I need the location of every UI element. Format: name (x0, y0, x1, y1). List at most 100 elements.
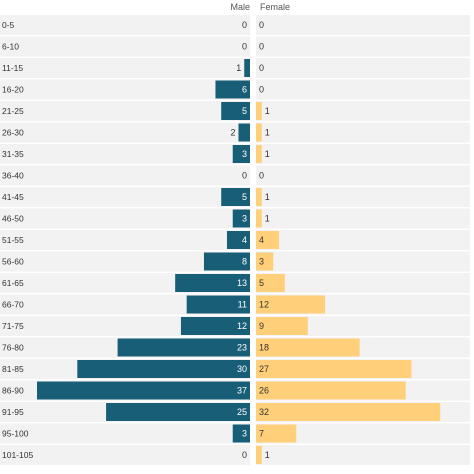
row-background-male-0-5 (0, 15, 250, 35)
male-bar-46-50 (232, 209, 250, 228)
female-bar-66-70 (256, 295, 326, 314)
female-value-label: 32 (259, 407, 269, 417)
female-value-label: 12 (259, 300, 269, 310)
row-background-male-56-60 (0, 251, 250, 272)
row-background-female-11-15 (256, 58, 470, 78)
category-label: 76-80 (2, 343, 24, 353)
row-background-female-71-75 (256, 316, 470, 336)
row-background-female-46-50 (256, 208, 470, 229)
male-value-label: 0 (242, 42, 247, 52)
row-background-male-51-55 (0, 230, 250, 250)
male-bar-51-55 (226, 231, 250, 249)
female-bar-51-55 (256, 231, 280, 249)
male-bar-95-100 (232, 424, 250, 443)
category-label: 36-40 (2, 171, 24, 181)
female-bar-41-45 (256, 188, 262, 206)
category-label: 31-35 (2, 149, 24, 159)
male-value-label: 25 (237, 407, 247, 417)
male-value-label: 0 (242, 450, 247, 460)
row-background-male-11-15 (0, 58, 250, 78)
row-background-female-26-30 (256, 122, 470, 143)
female-bar-81-85 (256, 360, 412, 378)
row-background-female-41-45 (256, 187, 470, 207)
female-value-label: 27 (259, 364, 269, 374)
female-bar-26-30 (256, 123, 262, 142)
row-background-female-31-35 (256, 144, 470, 164)
male-value-label: 4 (242, 235, 247, 245)
row-background-female-61-65 (256, 273, 470, 293)
row-background-female-0-5 (256, 15, 470, 35)
female-bar-95-100 (256, 424, 297, 443)
row-background-male-101-105 (0, 445, 250, 465)
female-value-label: 0 (259, 171, 264, 181)
male-bar-86-90 (37, 381, 250, 400)
male-value-label: 12 (237, 321, 247, 331)
female-bar-31-35 (256, 145, 262, 163)
male-bar-21-25 (221, 102, 250, 120)
male-value-label: 1 (236, 63, 241, 73)
category-label: 86-90 (2, 386, 24, 396)
female-value-label: 1 (265, 450, 270, 460)
category-label: 11-15 (2, 63, 23, 73)
female-value-label: 5 (259, 278, 264, 288)
female-value-label: 0 (259, 20, 264, 30)
male-value-label: 5 (242, 192, 247, 202)
male-value-label: 11 (238, 300, 247, 310)
female-value-label: 1 (265, 192, 270, 202)
row-background-male-41-45 (0, 187, 250, 207)
female-value-label: 4 (259, 235, 264, 245)
category-label: 0-5 (2, 20, 15, 30)
male-value-label: 5 (242, 106, 247, 116)
category-label: 71-75 (2, 321, 24, 331)
male-value-label: 23 (237, 343, 247, 353)
female-value-label: 7 (259, 429, 264, 439)
male-bar-layer (37, 59, 250, 443)
category-label: 46-50 (2, 214, 24, 224)
male-bar-81-85 (77, 360, 250, 378)
female-value-label: 0 (259, 85, 264, 95)
female-value-label: 26 (259, 386, 269, 396)
female-value-label: 1 (265, 214, 270, 224)
male-value-label: 0 (242, 171, 247, 181)
category-label: 91-95 (2, 407, 24, 417)
row-background-male-36-40 (0, 165, 250, 186)
male-bar-11-15 (244, 59, 250, 77)
category-label: 16-20 (2, 85, 24, 95)
female-bar-101-105 (256, 446, 262, 464)
row-background-male-95-100 (0, 423, 250, 444)
category-label: 81-85 (2, 364, 24, 374)
female-bar-61-65 (256, 274, 285, 292)
male-bar-61-65 (175, 274, 250, 292)
male-bar-71-75 (180, 317, 250, 335)
male-bar-76-80 (117, 338, 250, 357)
category-label: 26-30 (2, 128, 24, 138)
male-value-label: 3 (242, 429, 247, 439)
row-background-female-36-40 (256, 165, 470, 186)
male-bar-41-45 (221, 188, 250, 206)
category-label: 41-45 (2, 192, 24, 202)
female-bar-56-60 (256, 252, 274, 271)
row-background-male-21-25 (0, 101, 250, 121)
legend-female-label: Female (260, 2, 290, 12)
legend-male-label: Male (230, 2, 250, 12)
category-label: 66-70 (2, 300, 24, 310)
female-value-label: 0 (259, 42, 264, 52)
row-background-male-16-20 (0, 79, 250, 100)
category-label: 61-65 (2, 278, 24, 288)
female-value-label: 1 (265, 106, 270, 116)
category-label: 101-105 (2, 450, 33, 460)
female-value-label: 1 (265, 149, 270, 159)
male-value-label: 30 (237, 364, 247, 374)
category-label: 56-60 (2, 257, 24, 267)
male-value-label: 37 (237, 386, 247, 396)
category-label: 95-100 (2, 429, 29, 439)
row-background-female-51-55 (256, 230, 470, 250)
female-bar-46-50 (256, 209, 262, 228)
row-background-female-16-20 (256, 79, 470, 100)
row-background-male-26-30 (0, 122, 250, 143)
male-bar-91-95 (106, 403, 250, 421)
female-value-label: 1 (265, 128, 270, 138)
